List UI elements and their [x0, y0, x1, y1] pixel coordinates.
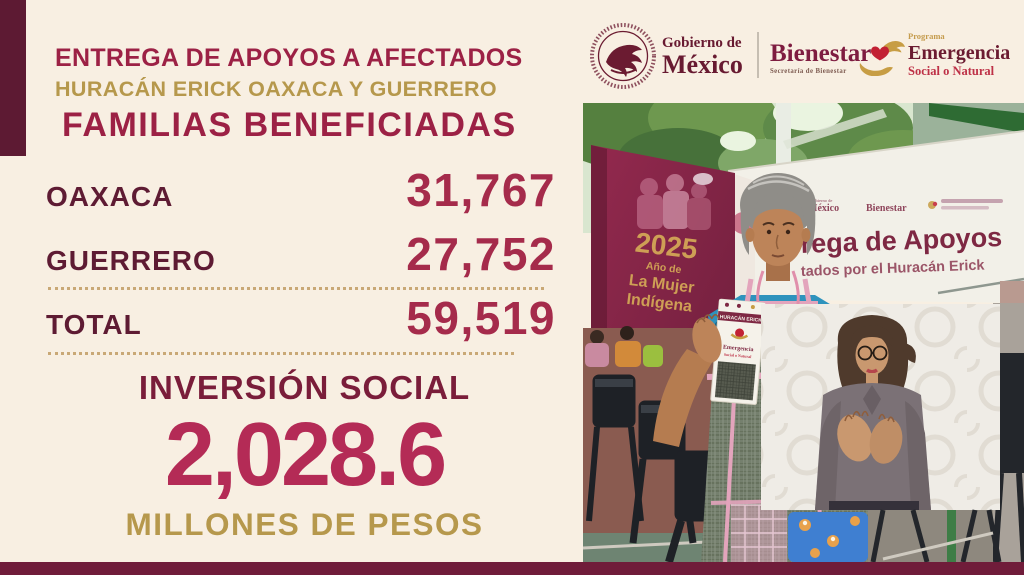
backdrop-logo-bienestar: Bienestar	[866, 203, 907, 214]
card-line2: Emergencia	[723, 345, 754, 354]
programa-line1: Emergencia	[908, 41, 1011, 64]
backdrop-headline: rega de Apoyos	[800, 222, 1002, 259]
interpreter-figure	[815, 315, 931, 510]
backdrop-subline: tados por el Huracán Erick	[801, 258, 986, 280]
stat-row-oaxaca: OAXACA 31,767	[46, 163, 556, 217]
section-heading: FAMILIAS BENEFICIADAS	[62, 106, 517, 144]
backdrop-banner: Gobierno de México Bienestar rega de Apo…	[727, 130, 1024, 307]
gobierno-line2: México	[662, 50, 743, 79]
backdrop-logo-kicker: Gobierno de	[810, 198, 832, 203]
investment-unit: MILLONES DE PESOS	[125, 506, 484, 542]
banner-2025-year: 2025	[634, 227, 700, 265]
programa-line2: Social o Natural	[908, 63, 995, 78]
under-inset-strip	[788, 509, 1002, 562]
stat-label: TOTAL	[46, 309, 142, 340]
woman-hand	[692, 313, 722, 363]
stat-label: GUERRERO	[46, 245, 216, 276]
bienestar-subtitle: Secretaría de Bienestar	[770, 68, 847, 75]
programa-emergencia-wordmark: Programa Emergencia Social o Natural	[908, 32, 1010, 77]
card-line1: HURACÁN ERICK	[719, 313, 762, 324]
stat-value: 27,752	[406, 228, 556, 280]
bienestar-wordmark: Bienestar Secretaría de Bienestar	[770, 41, 871, 76]
slide-subtitle: HURACÁN ERICK OAXACA Y GUERRERO	[55, 77, 498, 101]
stat-value: 31,767	[406, 164, 556, 216]
programa-kicker: Programa	[908, 31, 945, 41]
gobierno-line1: Gobierno de	[662, 35, 742, 51]
slide-title: ENTREGA DE APOYOS A AFECTADOS	[55, 44, 523, 72]
backdrop-logo-mexico: México	[808, 203, 839, 214]
investment-heading: INVERSIÓN SOCIAL	[138, 369, 471, 406]
card-line3: Social o Natural	[724, 352, 753, 359]
hands-heart-icon	[859, 40, 905, 76]
stat-row-guerrero: GUERRERO 27,752	[46, 227, 556, 281]
bienestar-name: Bienestar	[770, 40, 872, 67]
interpreter-inset	[761, 304, 1000, 510]
header-divider	[757, 32, 759, 78]
woman-forearm	[653, 349, 713, 447]
gobierno-mexico-seal-icon	[590, 23, 656, 89]
dotted-divider	[48, 352, 514, 355]
stat-label: OAXACA	[46, 181, 174, 212]
bottom-accent-bar	[0, 562, 1024, 575]
investment-amount: 2,028.6	[164, 405, 447, 505]
gobierno-mexico-wordmark: Gobierno de México	[662, 36, 743, 78]
event-photo: Gobierno de México Bienestar rega de Apo…	[583, 103, 1024, 562]
stat-value: 59,519	[406, 292, 556, 344]
left-accent-bar	[0, 0, 26, 156]
support-card: HURACÁN ERICK Emergencia Social o Natura…	[710, 298, 766, 406]
stat-row-total: TOTAL 59,519	[46, 291, 556, 345]
banner-2025-line1: Año de	[645, 260, 682, 276]
dotted-divider	[48, 287, 544, 290]
